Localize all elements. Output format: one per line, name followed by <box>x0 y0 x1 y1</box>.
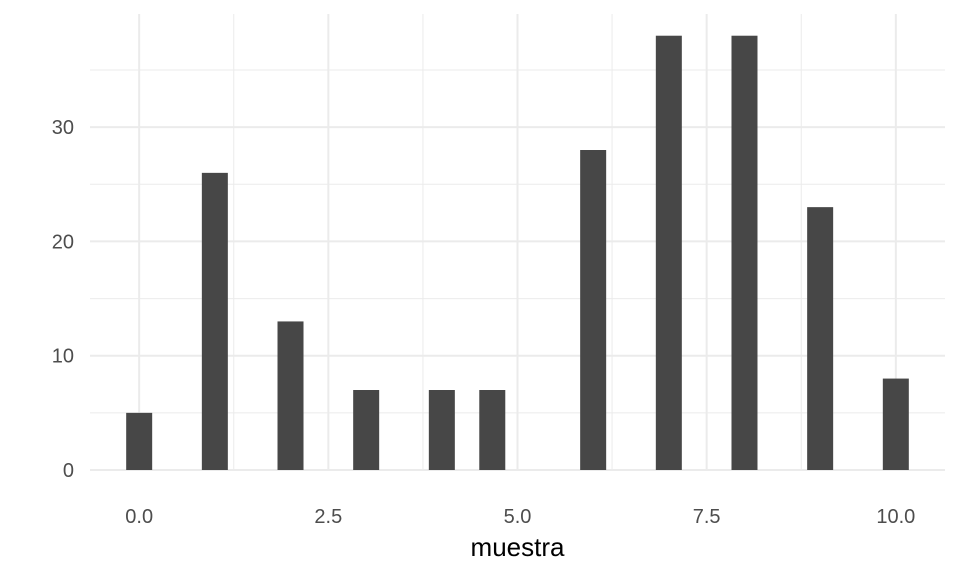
x-axis-title: muestra <box>471 532 565 562</box>
x-axis-tick-labels: 0.0 2.5 5.0 7.5 10.0 <box>125 506 915 528</box>
x-tick-label: 10.0 <box>876 506 915 528</box>
y-tick-label: 10 <box>52 346 74 368</box>
bar <box>807 207 834 470</box>
bar <box>882 378 909 470</box>
x-tick-label: 0.0 <box>125 506 153 528</box>
x-tick-label: 7.5 <box>693 506 721 528</box>
x-tick-label: 5.0 <box>504 506 532 528</box>
bar <box>655 35 682 470</box>
bar <box>580 150 607 470</box>
bar <box>731 35 758 470</box>
bars <box>126 35 909 470</box>
bar <box>479 390 506 470</box>
bar <box>428 390 455 470</box>
y-tick-label: 30 <box>52 117 74 139</box>
bar <box>277 321 304 470</box>
y-tick-label: 0 <box>63 460 74 482</box>
bar <box>201 172 228 470</box>
y-axis-tick-labels: 0 10 20 30 <box>52 117 74 482</box>
x-tick-label: 2.5 <box>314 506 342 528</box>
bar <box>353 390 380 470</box>
y-tick-label: 20 <box>52 231 74 253</box>
bar <box>126 412 153 470</box>
